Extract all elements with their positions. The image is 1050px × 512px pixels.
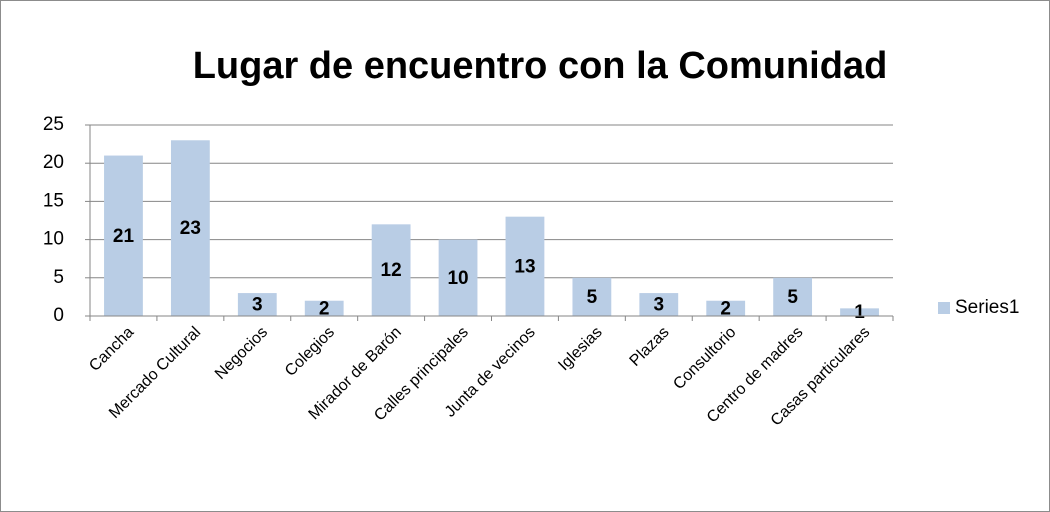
legend-swatch bbox=[938, 302, 950, 314]
data-label: 21 bbox=[113, 226, 135, 247]
y-tick-label: 20 bbox=[43, 152, 64, 173]
data-label: 23 bbox=[180, 218, 201, 239]
data-label: 3 bbox=[654, 295, 665, 316]
bar bbox=[170, 140, 210, 316]
data-label: 3 bbox=[252, 295, 263, 316]
data-label: 13 bbox=[514, 256, 535, 277]
y-tick-label: 10 bbox=[43, 229, 64, 250]
bar bbox=[304, 300, 344, 316]
bar bbox=[639, 293, 679, 316]
legend-label: Series1 bbox=[955, 297, 1019, 318]
bar bbox=[505, 216, 545, 316]
y-tick-label: 0 bbox=[53, 305, 64, 326]
bar bbox=[371, 224, 411, 316]
bar bbox=[438, 239, 478, 316]
data-label: 12 bbox=[381, 260, 402, 281]
bar bbox=[773, 277, 813, 316]
data-label: 2 bbox=[720, 298, 731, 319]
data-label: 1 bbox=[854, 302, 865, 323]
chart-title: Lugar de encuentro con la Comunidad bbox=[193, 45, 888, 87]
bar bbox=[706, 300, 746, 316]
y-tick-label: 25 bbox=[43, 114, 64, 135]
bar bbox=[840, 308, 879, 316]
y-tick-label: 15 bbox=[43, 190, 64, 211]
bar bbox=[572, 277, 612, 316]
data-label: 5 bbox=[787, 287, 798, 308]
bar bbox=[237, 293, 277, 316]
data-label: 5 bbox=[587, 287, 598, 308]
bar bbox=[104, 155, 143, 316]
y-tick-label: 5 bbox=[53, 267, 64, 288]
data-label: 10 bbox=[447, 268, 468, 289]
data-label: 2 bbox=[319, 298, 330, 319]
